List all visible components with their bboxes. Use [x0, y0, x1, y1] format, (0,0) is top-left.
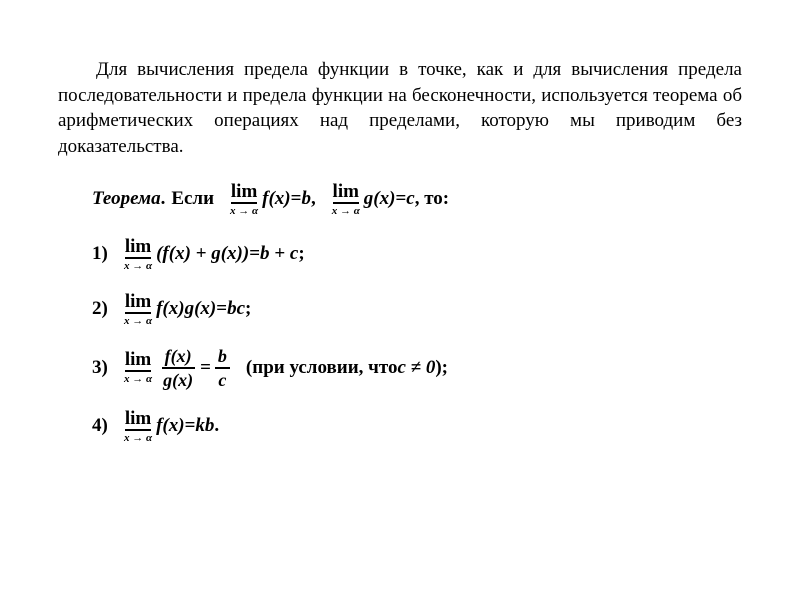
b: b [301, 188, 311, 210]
expr: f(x) [156, 415, 184, 437]
lim-sub: x → α [124, 316, 152, 327]
lim-sub: x → α [124, 261, 152, 272]
lim-sub: x → α [332, 206, 360, 217]
intro-paragraph: Для вычисления предела функции в точке, … [58, 57, 742, 160]
lim: lim x → α [124, 292, 152, 327]
theorem-header: Теорема. Если lim x → α f(x) = b , lim x… [92, 182, 742, 217]
tail: . [214, 415, 219, 437]
frac-den: g(x) [160, 369, 196, 389]
page: Для вычисления предела функции в точке, … [0, 0, 800, 600]
lim-word: lim [125, 350, 151, 372]
tail: ; [245, 298, 251, 320]
item-number: 3) [92, 357, 120, 379]
eq: = [185, 415, 196, 437]
eq: = [395, 188, 406, 210]
condition-close: ); [435, 357, 448, 379]
lim-sub: x → α [230, 206, 258, 217]
theorem-label: Теорема [92, 188, 161, 210]
fx: f(x) [262, 188, 290, 210]
tail: ; [298, 243, 304, 265]
frac-den: c [215, 369, 229, 389]
item-3: 3) lim x → α f(x) g(x) = b c (при услови… [92, 347, 742, 389]
lim: lim x → α [124, 237, 152, 272]
expr: (f(x) + g(x)) [156, 243, 249, 265]
lim-word: lim [125, 292, 151, 314]
item-4: 4) lim x → α f(x) = kb . [92, 409, 742, 444]
lim-sub: x → α [124, 374, 152, 385]
lim-f: lim x → α [230, 182, 258, 217]
lim: lim x → α [124, 350, 152, 385]
item-1: 1) lim x → α (f(x) + g(x)) = b + c ; [92, 237, 742, 272]
comma: , [311, 188, 316, 210]
condition-open: (при условии, что [246, 357, 398, 379]
lim-word: lim [231, 182, 257, 204]
lim-sub: x → α [124, 433, 152, 444]
frac-bc: b c [215, 347, 230, 389]
gx: g(x) [364, 188, 396, 210]
item-2: 2) lim x → α f(x)g(x) = bc ; [92, 292, 742, 327]
c: c [406, 188, 414, 210]
lim-word: lim [125, 409, 151, 431]
period: . [161, 188, 166, 210]
item-number: 2) [92, 298, 120, 320]
then-word: , то: [415, 188, 449, 210]
condition-math: c ≠ 0 [397, 357, 435, 379]
item-number: 4) [92, 415, 120, 437]
frac-fg: f(x) g(x) [160, 347, 196, 389]
frac-num: b [215, 347, 230, 369]
eq: = [249, 243, 260, 265]
lim-g: lim x → α [332, 182, 360, 217]
eq: = [291, 188, 302, 210]
rhs: bc [227, 298, 245, 320]
item-number: 1) [92, 243, 120, 265]
frac-num: f(x) [162, 347, 195, 369]
lim: lim x → α [124, 409, 152, 444]
lim-word: lim [333, 182, 359, 204]
if-word: Если [171, 188, 214, 210]
eq: = [216, 298, 227, 320]
lim-word: lim [125, 237, 151, 259]
expr: f(x)g(x) [156, 298, 216, 320]
rhs: b + c [260, 243, 298, 265]
theorem-block: Теорема. Если lim x → α f(x) = b , lim x… [58, 182, 742, 444]
rhs: kb [195, 415, 214, 437]
eq: = [200, 357, 211, 379]
